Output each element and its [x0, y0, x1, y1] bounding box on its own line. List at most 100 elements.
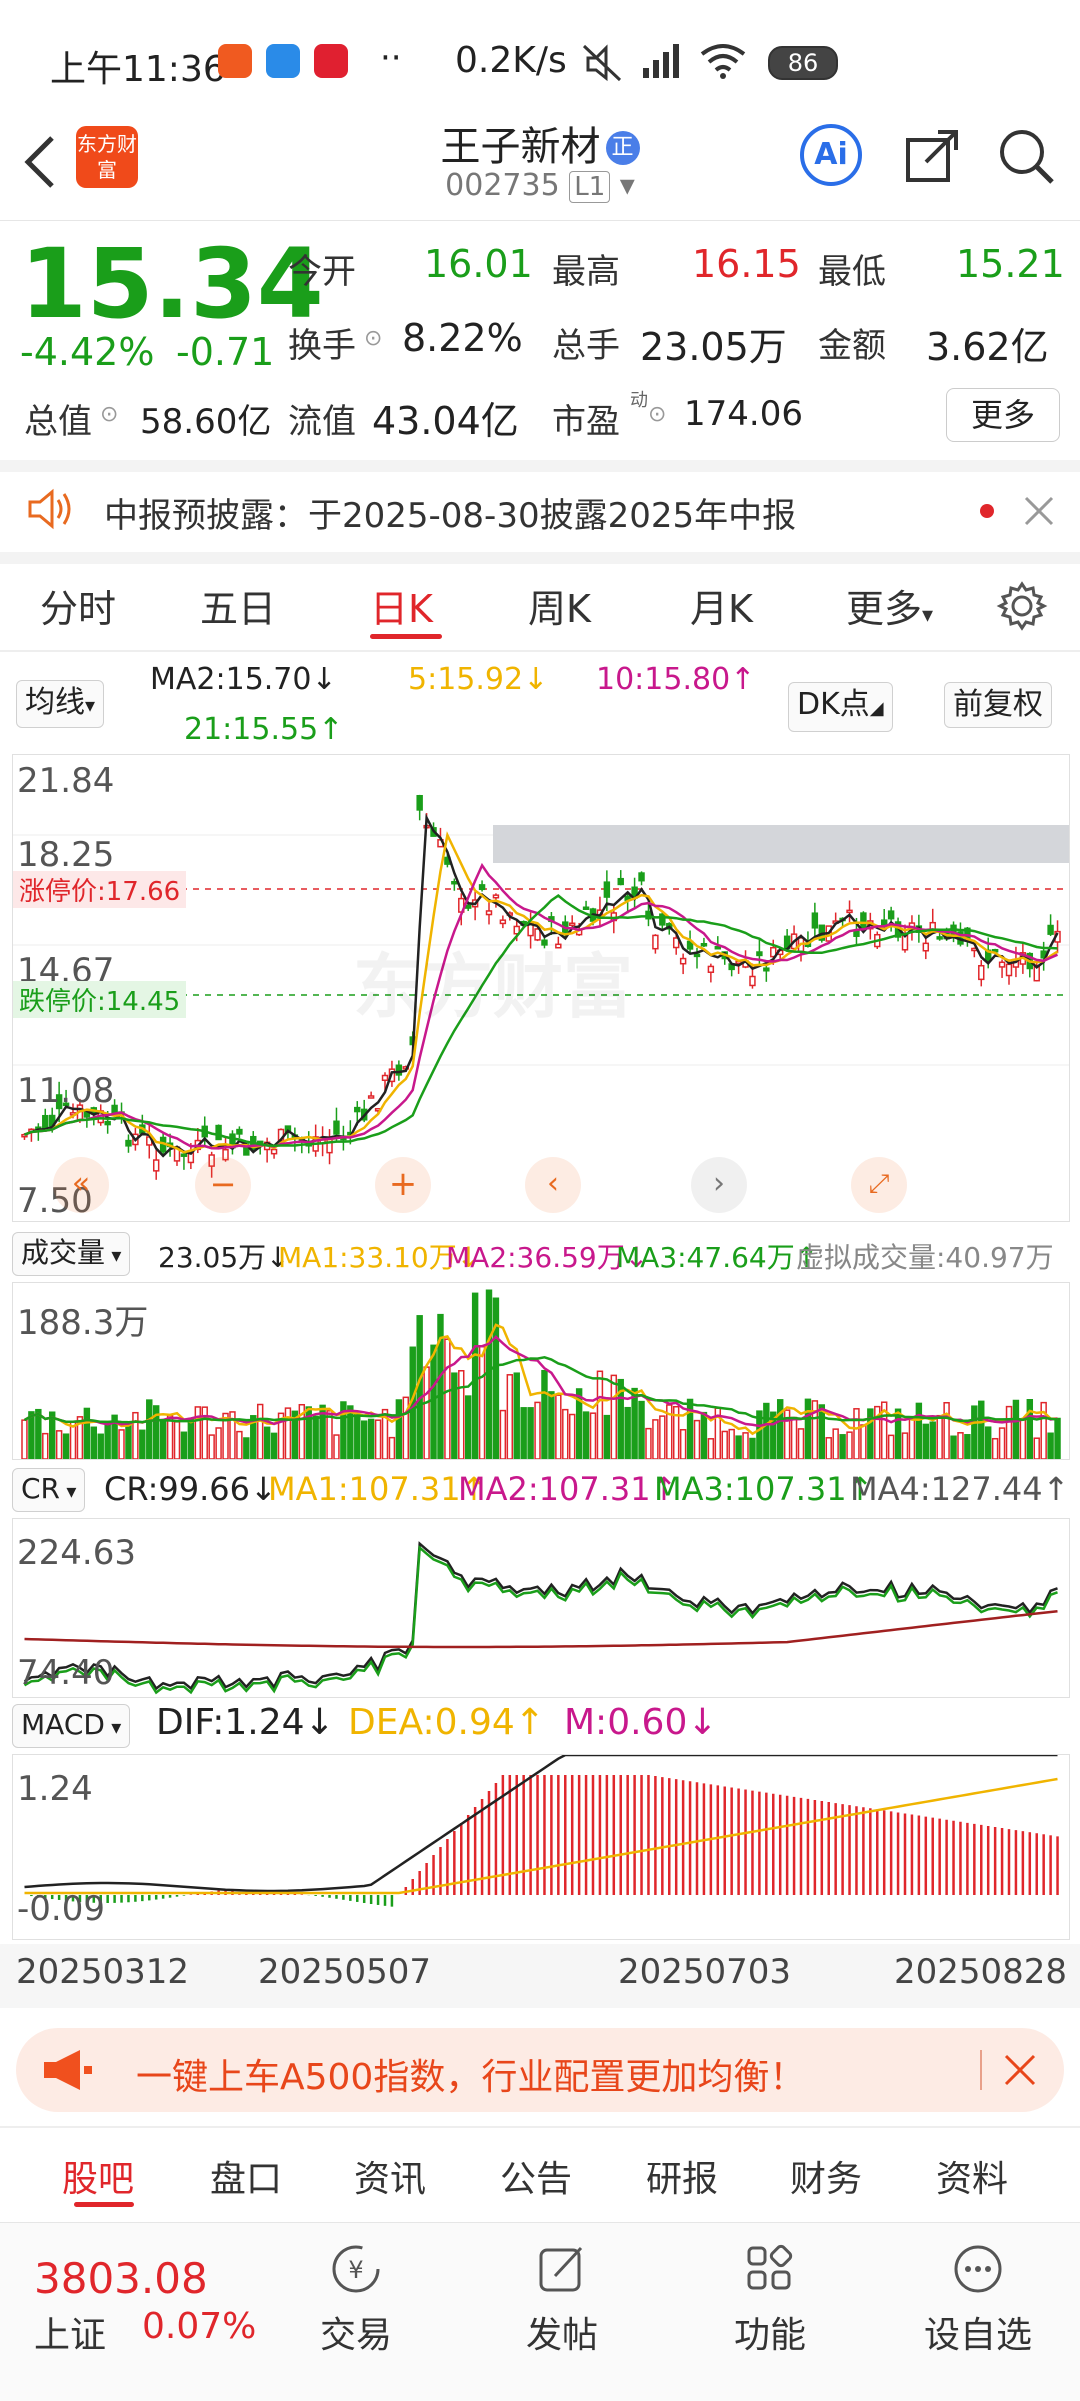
macd-panel[interactable]: 1.24 -0.09 — [12, 1754, 1070, 1940]
tab-daily-k[interactable]: 日K — [370, 587, 433, 631]
tab-finance[interactable]: 财务 — [790, 2159, 863, 2200]
more-circle-icon — [954, 2245, 1002, 2293]
ma-select[interactable]: 均线▾ — [16, 680, 105, 728]
zoom-out-icon[interactable]: − — [195, 1157, 251, 1213]
volume-panel[interactable]: 188.3万 — [12, 1282, 1070, 1460]
share-icon[interactable] — [902, 126, 962, 186]
volume-bar — [173, 1421, 181, 1459]
grid-icon — [747, 2244, 793, 2290]
back-icon[interactable] — [20, 132, 60, 192]
volume-bar — [430, 1344, 437, 1459]
index-value[interactable]: 3803.08 — [34, 2254, 208, 2303]
tab-more[interactable]: 更多▾ — [846, 578, 933, 633]
cr-panel[interactable]: 224.63 74.40 — [12, 1518, 1070, 1698]
nav-functions[interactable]: 功能 — [690, 2240, 850, 2358]
tab-news[interactable]: 资讯 — [354, 2159, 427, 2200]
chevron-down-icon: ▾ — [105, 1243, 122, 1267]
candle-body — [749, 975, 756, 987]
ai-icon[interactable]: Ai — [800, 124, 862, 186]
volume-ma3: MA3:47.64万↑ — [616, 1241, 819, 1274]
macd-indicator-select[interactable]: MACD ▾ — [12, 1704, 131, 1748]
chevron-left-icon[interactable]: ‹ — [525, 1157, 581, 1213]
active-tab-indicator — [370, 634, 442, 639]
limit-up-label: 涨停价:17.66 — [13, 871, 187, 908]
tab-announcements[interactable]: 公告 — [500, 2159, 573, 2200]
candle-body — [21, 1133, 28, 1138]
level-badge: L1 — [569, 171, 611, 203]
info-icon[interactable]: ⊙ — [364, 326, 383, 351]
candle-body — [1005, 963, 1013, 977]
tab-guba[interactable]: 股吧 — [62, 2159, 135, 2200]
nav-post[interactable]: 发帖 — [482, 2240, 642, 2358]
cr-indicator-select[interactable]: CR ▾ — [12, 1468, 86, 1512]
low-value: 15.21 — [956, 242, 1065, 286]
candle-body — [568, 922, 576, 926]
info-icon[interactable]: ⊙ — [648, 402, 667, 427]
ma10-value: 10:15.80↑ — [596, 662, 756, 697]
ma-select-label: 均线 — [25, 685, 85, 720]
volume-bar — [1040, 1401, 1047, 1459]
tab-intraday[interactable]: 分时 — [40, 587, 117, 631]
notice-bar[interactable]: 中报预披露：于2025-08-30披露2025年中报 — [0, 472, 1080, 550]
volume-bar — [811, 1400, 819, 1459]
pe-value: 174.06 — [684, 394, 803, 434]
dea-line — [24, 1777, 1058, 1895]
expand-icon[interactable]: ⤢ — [851, 1157, 907, 1213]
volume-bar — [471, 1292, 479, 1459]
zoom-in-icon[interactable]: + — [375, 1157, 431, 1213]
stock-name: 王子新材 — [440, 124, 601, 170]
volume-bar — [998, 1427, 1006, 1459]
volume-bar — [735, 1435, 742, 1459]
candle-body — [270, 1148, 278, 1155]
rewind-icon[interactable]: « — [53, 1157, 109, 1213]
nav-add-watchlist[interactable]: 设自选 — [898, 2240, 1058, 2358]
mktcap-label: 总值 — [24, 402, 92, 442]
close-icon[interactable] — [1002, 2052, 1038, 2088]
volume-bar — [721, 1430, 728, 1459]
volume-bar — [776, 1399, 784, 1459]
volume-bar — [846, 1431, 853, 1459]
volume-bar — [243, 1437, 250, 1459]
candle-body — [582, 906, 590, 910]
candle-body — [770, 946, 777, 958]
volume-bar — [617, 1378, 624, 1459]
kline-panel[interactable]: 21.84 18.25 14.67 11.08 7.50 涨停价:17.66 跌… — [12, 754, 1070, 1222]
close-icon[interactable] — [1022, 494, 1056, 528]
stock-code-row[interactable]: 002735 L1 ▾ — [0, 168, 1080, 203]
kline-chart[interactable] — [13, 755, 1069, 1221]
amount-value: 3.62亿 — [926, 325, 1049, 369]
tab-five-day[interactable]: 五日 — [200, 587, 277, 631]
search-icon[interactable] — [996, 126, 1056, 186]
volume-bar — [139, 1429, 146, 1459]
info-icon[interactable]: ⊙ — [100, 402, 119, 427]
tab-monthly-k[interactable]: 月K — [690, 587, 753, 631]
nav-trade[interactable]: ¥ 交易 — [276, 2240, 436, 2358]
date-label: 20250507 — [258, 1952, 432, 1992]
float-value: 43.04亿 — [372, 399, 519, 443]
volume-indicator-select[interactable]: 成交量 ▾ — [12, 1232, 131, 1276]
tab-research[interactable]: 研报 — [646, 2159, 719, 2200]
tab-weekly-k[interactable]: 周K — [528, 587, 591, 631]
chevron-right-icon[interactable]: › — [691, 1157, 747, 1213]
settings-icon[interactable] — [996, 580, 1048, 632]
volume-bar — [485, 1289, 493, 1459]
date-label: 20250828 — [894, 1952, 1068, 1992]
watermark: 东方财富 — [353, 946, 633, 1028]
volume-bar — [672, 1405, 680, 1459]
ad-banner[interactable]: 一键上车A500指数，行业配置更加均衡！ — [16, 2028, 1064, 2112]
volume-bar — [659, 1415, 666, 1459]
tab-pankou[interactable]: 盘口 — [210, 2159, 283, 2200]
edit-icon — [539, 2246, 583, 2292]
candle-body — [451, 880, 458, 885]
tab-profile[interactable]: 资料 — [936, 2159, 1009, 2200]
gap-band — [493, 825, 1069, 863]
volume-bar — [978, 1400, 985, 1459]
volume-bar — [908, 1416, 916, 1459]
volume-bar — [374, 1419, 382, 1459]
candle-body — [693, 953, 701, 958]
adjust-button[interactable]: 前复权 — [944, 682, 1052, 728]
more-button[interactable]: 更多 — [946, 388, 1060, 442]
cr-chart — [23, 1541, 1058, 1695]
dk-point-button[interactable]: DK点◢ — [788, 682, 893, 732]
volume-bar — [964, 1434, 971, 1459]
